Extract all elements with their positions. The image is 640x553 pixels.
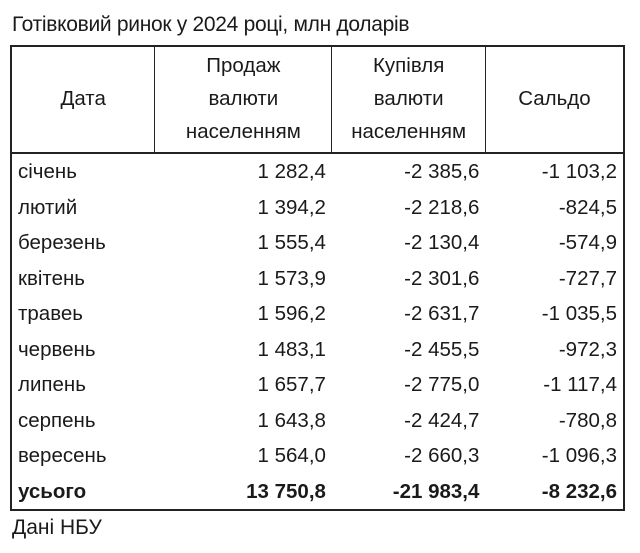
table-row: березень 1 555,4 -2 130,4 -574,9 <box>11 225 624 261</box>
header-sales: Продаж валюти населенням <box>154 46 333 154</box>
date-cell: вересень <box>18 444 107 467</box>
sales-cell: 1 596,2 <box>257 302 326 325</box>
date-cell: травеь <box>18 302 83 325</box>
date-cell: червень <box>18 337 96 361</box>
header-line: населенням <box>185 120 301 143</box>
balance-cell: -574,9 <box>558 231 617 254</box>
sales-cell: 1 282,4 <box>257 160 326 183</box>
sales-cell: 1 657,7 <box>257 373 326 396</box>
date-cell: квітень <box>18 266 85 290</box>
date-cell: усього <box>18 479 87 503</box>
date-cell: березень <box>18 231 106 254</box>
date-cell: серпень <box>18 408 96 432</box>
sales-cell: 1 555,4 <box>257 231 326 254</box>
purchases-cell: -2 130,4 <box>404 231 480 254</box>
purchases-cell: -2 775,0 <box>404 373 480 396</box>
table-row: червень 1 483,1 -2 455,5 -972,3 <box>11 332 624 368</box>
purchases-cell: -2 301,6 <box>404 266 480 290</box>
balance-cell: -1 035,5 <box>541 302 617 325</box>
header-line: Дата <box>60 87 106 110</box>
table-row: липень 1 657,7 -2 775,0 -1 117,4 <box>11 367 624 403</box>
sales-cell: 1 394,2 <box>257 195 326 219</box>
header-line: валюти <box>373 87 444 110</box>
purchases-cell: -21 983,4 <box>392 479 480 503</box>
sales-cell: 1 573,9 <box>257 266 326 290</box>
date-cell: лютий <box>18 195 78 219</box>
table-row: січень 1 282,4 -2 385,6 -1 103,2 <box>11 153 624 190</box>
purchases-cell: -2 424,7 <box>404 408 480 432</box>
source-note: Дані НБУ <box>12 516 102 539</box>
balance-cell: -1 103,2 <box>541 160 617 183</box>
header-line: Продаж <box>206 54 281 77</box>
header-line: Купівля <box>372 54 445 77</box>
header-row: Дата Продаж валюти населенням Купівля ва… <box>11 46 624 154</box>
table-title: Готівковий ринок у 2024 році, млн доларі… <box>12 13 410 36</box>
sales-cell: 1 564,0 <box>257 444 326 467</box>
balance-cell: -972,3 <box>558 337 617 361</box>
table-row: лютий 1 394,2 -2 218,6 -824,5 <box>11 190 624 226</box>
sales-cell: 1 643,8 <box>257 408 326 432</box>
balance-cell: -1 096,3 <box>541 444 617 467</box>
balance-cell: -780,8 <box>558 408 617 432</box>
header-purchases: Купівля валюти населенням <box>331 46 486 154</box>
balance-cell: -727,7 <box>558 266 617 290</box>
total-row: усього 13 750,8 -21 983,4 -8 232,6 <box>11 474 624 511</box>
table-row: квітень 1 573,9 -2 301,6 -727,7 <box>11 261 624 297</box>
header-balance: Сальдо <box>485 46 624 154</box>
purchases-cell: -2 218,6 <box>404 195 480 219</box>
table-row: травеь 1 596,2 -2 631,7 -1 035,5 <box>11 296 624 332</box>
header-line: Сальдо <box>518 87 591 110</box>
balance-cell: -824,5 <box>558 195 617 219</box>
sales-cell: 13 750,8 <box>246 479 326 503</box>
sales-cell: 1 483,1 <box>257 337 326 361</box>
date-cell: липень <box>18 373 86 396</box>
date-cell: січень <box>18 160 77 183</box>
header-line: валюти <box>208 87 279 110</box>
header-date: Дата <box>11 46 156 154</box>
purchases-cell: -2 385,6 <box>404 160 480 183</box>
purchases-cell: -2 631,7 <box>404 302 480 325</box>
currency-market-table: Дата Продаж валюти населенням Купівля ва… <box>10 45 625 511</box>
table-row: серпень 1 643,8 -2 424,7 -780,8 <box>11 403 624 439</box>
balance-cell: -8 232,6 <box>541 479 617 503</box>
balance-cell: -1 117,4 <box>543 373 617 396</box>
header-line: населенням <box>351 120 467 143</box>
table-row: вересень 1 564,0 -2 660,3 -1 096,3 <box>11 438 624 474</box>
purchases-cell: -2 455,5 <box>404 337 480 361</box>
purchases-cell: -2 660,3 <box>404 444 480 467</box>
